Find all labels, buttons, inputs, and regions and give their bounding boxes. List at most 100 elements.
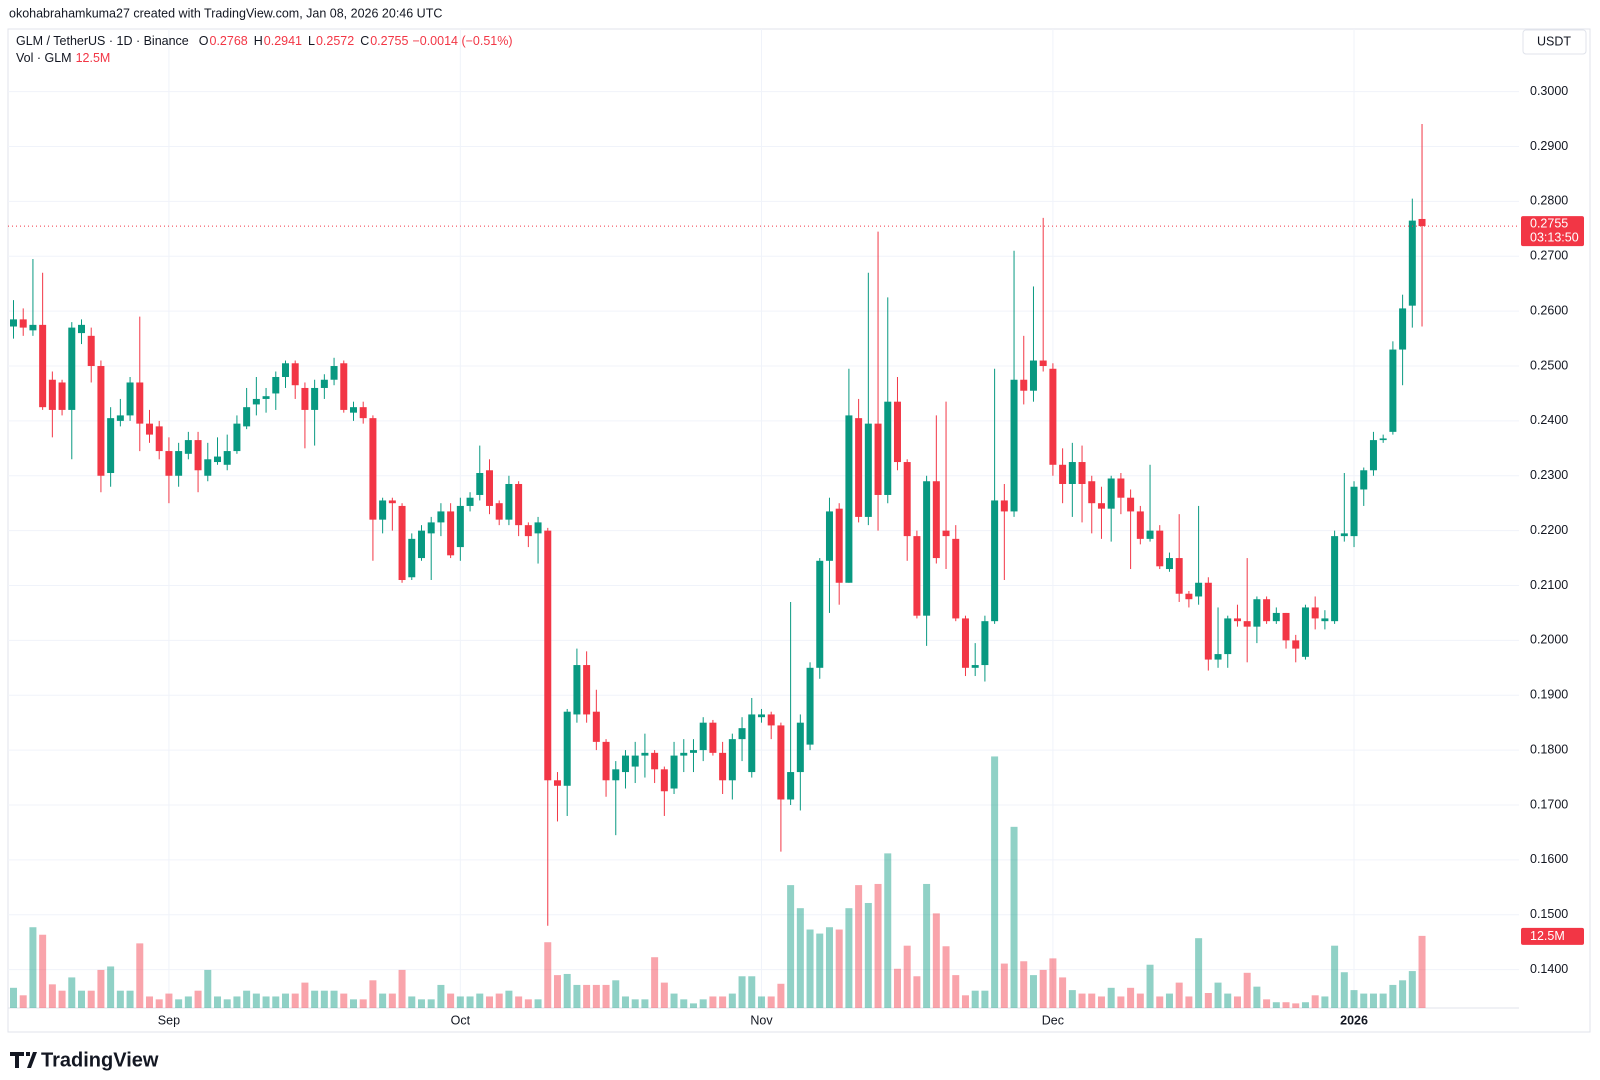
- volume-bar: [272, 996, 280, 1008]
- candle-body: [379, 500, 387, 520]
- candle-body: [262, 396, 270, 399]
- y-tick-label: 0.2900: [1530, 139, 1568, 153]
- y-tick-label: 0.3000: [1530, 84, 1568, 98]
- candle-body: [670, 755, 678, 789]
- candle-body: [19, 319, 27, 328]
- volume-bar: [699, 999, 707, 1008]
- currency-button[interactable]: [1522, 29, 1587, 55]
- candle-body: [553, 780, 561, 786]
- candle-body: [456, 505, 464, 548]
- volume-bar: [1029, 975, 1037, 1008]
- candle-body: [1311, 607, 1319, 619]
- candle-body: [835, 508, 843, 583]
- candle-body: [1224, 618, 1232, 655]
- candle-body: [903, 462, 911, 537]
- volume-bar: [116, 990, 124, 1008]
- ohlc-value: 0.2768: [209, 34, 248, 48]
- candle-body: [524, 525, 532, 537]
- volume-bar: [855, 885, 863, 1008]
- candle-body: [1156, 530, 1164, 567]
- x-tick-label: Dec: [1042, 1013, 1064, 1027]
- volume-bar: [1224, 993, 1232, 1008]
- watermark: okohabrahamkuma27 created with TradingVi…: [9, 6, 442, 20]
- volume-bar: [495, 993, 503, 1008]
- ohlc-item: C 0.2755: [360, 34, 408, 48]
- volume-bar: [340, 993, 348, 1008]
- volume-bar: [1049, 958, 1057, 1008]
- volume-bar: [583, 984, 591, 1008]
- volume-bar: [330, 990, 338, 1008]
- volume-bar: [301, 982, 309, 1008]
- ohlc-label: O: [198, 34, 209, 48]
- candle-body: [621, 755, 629, 773]
- volume-bar: [864, 902, 872, 1008]
- volume-bar: [1097, 996, 1105, 1008]
- volume-bar: [1020, 961, 1028, 1008]
- candle-body: [340, 363, 348, 410]
- candle-body: [1000, 500, 1008, 512]
- candle-body: [48, 379, 56, 410]
- candle-body: [515, 483, 523, 526]
- volume-bar: [631, 999, 639, 1008]
- candle-body: [427, 522, 435, 534]
- volume-bar: [923, 883, 931, 1008]
- candle-body: [699, 722, 707, 751]
- candle-body: [1350, 486, 1358, 537]
- candle-body: [495, 503, 503, 520]
- candle-body: [505, 483, 513, 520]
- candle-body: [388, 500, 396, 504]
- volume-bar: [961, 995, 969, 1008]
- candle-body: [1408, 220, 1416, 306]
- ohlc-value: 0.2572: [315, 34, 355, 48]
- volume-bar: [466, 996, 474, 1008]
- x-tick-label: Nov: [750, 1013, 773, 1027]
- candle-body: [466, 497, 474, 506]
- volume-bar: [194, 990, 202, 1008]
- volume-bar: [155, 999, 163, 1008]
- volume-bar: [991, 756, 999, 1008]
- candle-body: [1020, 379, 1028, 391]
- volume-bar: [1175, 982, 1183, 1008]
- currency-label[interactable]: USDT: [1537, 34, 1571, 48]
- volume-bar: [1000, 963, 1008, 1008]
- volume-bar: [1068, 990, 1076, 1008]
- candle-body: [1127, 497, 1135, 512]
- candle-body: [1418, 218, 1426, 227]
- volume-bar: [728, 993, 736, 1008]
- volume-bar: [1010, 826, 1018, 1008]
- candle-body: [213, 456, 221, 463]
- candle-body: [485, 470, 493, 506]
- volume-bar: [233, 996, 241, 1008]
- candle-body: [1049, 368, 1057, 465]
- volume-pane: [10, 756, 1426, 1008]
- volume-bar: [563, 973, 571, 1008]
- candle-body: [1272, 612, 1280, 622]
- volume-bar: [281, 993, 289, 1008]
- volume-bar: [1146, 964, 1154, 1008]
- candle-body: [728, 739, 736, 781]
- volume-bar: [874, 883, 882, 1008]
- candle-body: [796, 722, 804, 773]
- volume-bar: [505, 990, 513, 1008]
- volume-bar: [427, 999, 435, 1008]
- y-tick-label: 0.1500: [1530, 907, 1568, 921]
- symbol-legend: GLM / TetherUS · 1D · Binance O 0.2768 H 0.…: [16, 34, 513, 48]
- candle-body: [1117, 478, 1125, 498]
- volume-bar: [1039, 969, 1047, 1008]
- candle-body: [583, 665, 591, 715]
- candle-body: [272, 376, 280, 394]
- volume-bar: [1321, 996, 1329, 1008]
- candle-body: [592, 711, 600, 742]
- logo: TradingView: [10, 1049, 159, 1071]
- candle-body: [991, 500, 999, 622]
- volume-bar: [1379, 993, 1387, 1008]
- volume-bar: [796, 908, 804, 1008]
- volume-bar: [291, 993, 299, 1008]
- candle-body: [1107, 478, 1115, 509]
- volume-bar: [1107, 987, 1115, 1008]
- volume-bar: [1418, 935, 1426, 1008]
- ohlc-value: 0.2941: [263, 34, 302, 48]
- volume-bar: [388, 993, 396, 1008]
- ohlc-item: O 0.2768: [199, 34, 248, 48]
